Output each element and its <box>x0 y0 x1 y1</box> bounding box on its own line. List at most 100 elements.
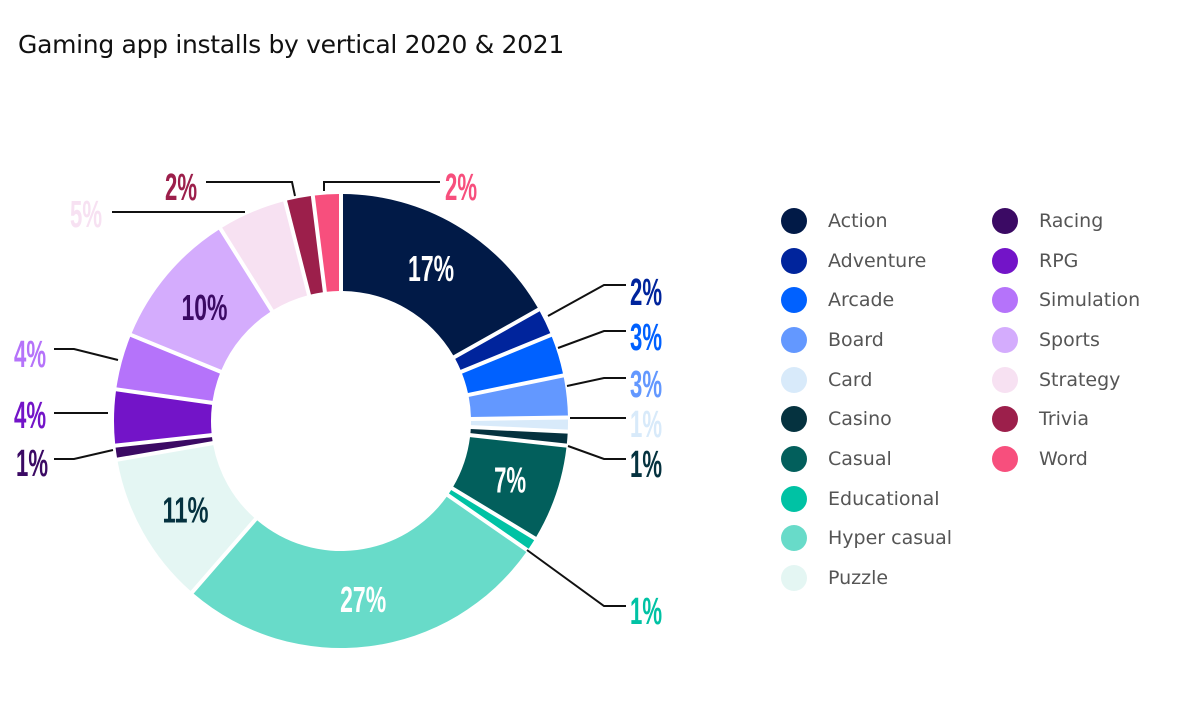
slice-puzzle <box>117 445 255 592</box>
legend-swatch-hyper-casual <box>781 525 807 552</box>
legend-item-board: Board <box>781 320 952 360</box>
data-label-educational: 1% <box>630 591 662 633</box>
legend-swatch-casino <box>781 406 807 433</box>
data-label-sports: 10% <box>181 287 227 328</box>
legend-item-adventure: Adventure <box>781 241 952 281</box>
slice-word <box>314 194 340 292</box>
legend-swatch-casual <box>781 445 807 472</box>
legend-item-puzzle: Puzzle <box>781 558 952 598</box>
data-label-hyper-casual: 27% <box>340 579 386 620</box>
legend-label: Casino <box>828 408 892 431</box>
legend-label: Sports <box>1039 328 1100 351</box>
slice-adventure <box>455 311 551 370</box>
legend-item-trivia: Trivia <box>992 399 1140 439</box>
leader-lines <box>54 181 626 607</box>
legend-label: Casual <box>828 447 892 470</box>
legend-item-strategy: Strategy <box>992 360 1140 400</box>
legend-swatch-action <box>781 207 807 234</box>
data-label-casino: 1% <box>630 444 662 486</box>
slice-rpg <box>114 391 213 444</box>
data-labels: 17%2%3%3%1%1%7%1%27%11%1%4%4%10%5%2% 2% <box>14 167 662 633</box>
leader-line-educational <box>526 549 626 607</box>
legend-swatch-racing <box>992 207 1018 234</box>
slice-action <box>342 194 538 356</box>
legend-swatch-adventure <box>781 247 807 274</box>
legend-label: Hyper casual <box>828 527 953 550</box>
legend-swatch-rpg <box>992 247 1018 274</box>
legend-item-card: Card <box>781 360 952 400</box>
legend-item-arcade: Arcade <box>781 280 952 320</box>
legend-swatch-strategy <box>992 366 1018 393</box>
legend-item-word: Word <box>992 439 1140 479</box>
slice-hyper-casual <box>193 496 527 648</box>
leader-line-board <box>566 377 626 387</box>
data-label-casual: 7% <box>494 459 526 500</box>
legend-item-educational: Educational <box>781 479 952 519</box>
legend-label: RPG <box>1039 249 1079 272</box>
data-label-adventure: 2% <box>630 272 662 314</box>
legend-swatch-board <box>781 326 807 353</box>
legend-swatch-card <box>781 366 807 393</box>
leader-line-casino <box>567 445 626 460</box>
data-label-puzzle: 11% <box>162 490 208 531</box>
legend-swatch-word <box>992 445 1018 472</box>
slice-racing <box>115 437 213 458</box>
legend-swatch-simulation <box>992 287 1018 314</box>
legend-item-casual: Casual <box>781 439 952 479</box>
legend-swatch-arcade <box>781 287 807 314</box>
legend-item-sports: Sports <box>992 320 1140 360</box>
legend-swatch-sports <box>992 326 1018 353</box>
legend-label: Simulation <box>1039 289 1141 312</box>
legend-label: Card <box>828 368 873 391</box>
legend-column-2: Racing RPG Simulation Sports Strategy Trivia W… <box>992 201 1140 479</box>
legend-item-racing: Racing <box>992 201 1140 241</box>
data-label-action: 17% <box>408 248 454 289</box>
legend-label: Trivia <box>1039 408 1090 431</box>
slice-arcade <box>462 336 563 393</box>
legend: Action Adventure Arcade Board Card Casino Casu… <box>781 201 1181 601</box>
slice-card <box>470 419 568 430</box>
legend-label: Racing <box>1039 209 1104 232</box>
legend-swatch-educational <box>781 485 807 512</box>
legend-item-casino: Casino <box>781 399 952 439</box>
legend-label: Puzzle <box>828 567 889 590</box>
legend-item-hyper-casual: Hyper casual <box>781 519 952 559</box>
slice-board <box>468 377 568 417</box>
leader-line-arcade <box>557 330 626 349</box>
legend-label: Arcade <box>828 289 895 312</box>
data-label-simulation: 4% <box>14 334 46 376</box>
legend-label: Educational <box>828 487 940 510</box>
leader-line-trivia <box>206 181 296 197</box>
chart-title: Gaming app installs by vertical 2020 & 2… <box>18 30 564 59</box>
slice-casino <box>470 429 568 444</box>
legend-label: Board <box>828 328 884 351</box>
data-label-rpg: 4% <box>14 395 46 437</box>
leader-line-word <box>323 181 440 191</box>
slice-sports <box>131 229 271 370</box>
legend-label: Strategy <box>1039 368 1121 391</box>
data-label-card: 1% <box>630 404 662 446</box>
leader-line-racing <box>54 449 114 460</box>
slice-educational <box>448 490 535 549</box>
legend-swatch-puzzle <box>781 565 807 592</box>
leader-line-simulation <box>54 348 119 361</box>
slice-simulation <box>116 336 220 401</box>
donut-slices <box>114 194 568 648</box>
legend-column-1: Action Adventure Arcade Board Card Casino Casu… <box>781 201 952 598</box>
slice-casual <box>453 437 567 537</box>
leader-line-adventure <box>547 284 626 317</box>
legend-item-rpg: RPG <box>992 241 1140 281</box>
legend-label: Word <box>1039 447 1088 470</box>
data-label-arcade: 3% <box>630 317 662 359</box>
legend-swatch-trivia <box>992 406 1018 433</box>
slice-trivia <box>287 196 323 295</box>
legend-label: Action <box>828 209 888 232</box>
data-label-word: 2% <box>445 167 477 209</box>
data-label-strategy: 5% <box>70 194 102 236</box>
data-label-racing: 1% <box>16 443 48 485</box>
legend-item-action: Action <box>781 201 952 241</box>
data-label-trivia: 2% <box>165 167 197 209</box>
legend-item-simulation: Simulation <box>992 280 1140 320</box>
data-label-board: 3% <box>630 364 662 406</box>
